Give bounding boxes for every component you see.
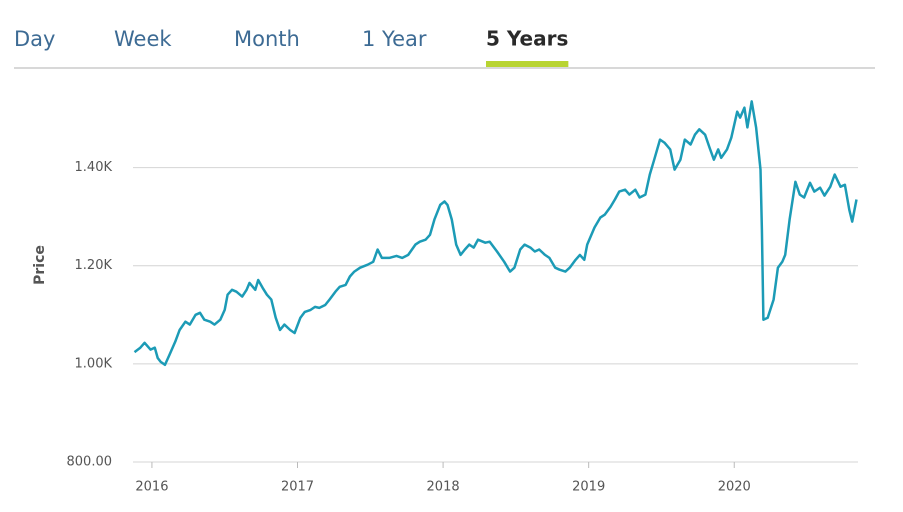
y-tick-label: 1.40K bbox=[75, 160, 113, 175]
y-tick-label: 1.00K bbox=[75, 356, 113, 371]
tab-selected-indicator bbox=[486, 61, 569, 67]
y-tick-label: 1.20K bbox=[75, 258, 113, 273]
tab[interactable]: Month bbox=[234, 27, 300, 51]
y-axis-label: Price bbox=[32, 245, 48, 285]
tab[interactable]: 1 Year bbox=[362, 27, 427, 51]
tab[interactable]: 5 Years bbox=[486, 27, 568, 51]
tab[interactable]: Day bbox=[14, 27, 55, 51]
x-tick-label: 2019 bbox=[572, 480, 605, 495]
x-tick-label: 2020 bbox=[718, 480, 751, 495]
y-tick-label: 800.00 bbox=[67, 455, 113, 470]
x-tick-label: 2016 bbox=[135, 480, 168, 495]
price-line bbox=[133, 100, 858, 367]
x-tick-label: 2017 bbox=[281, 480, 314, 495]
tab[interactable]: Week bbox=[114, 27, 172, 51]
x-tick-label: 2018 bbox=[427, 480, 460, 495]
